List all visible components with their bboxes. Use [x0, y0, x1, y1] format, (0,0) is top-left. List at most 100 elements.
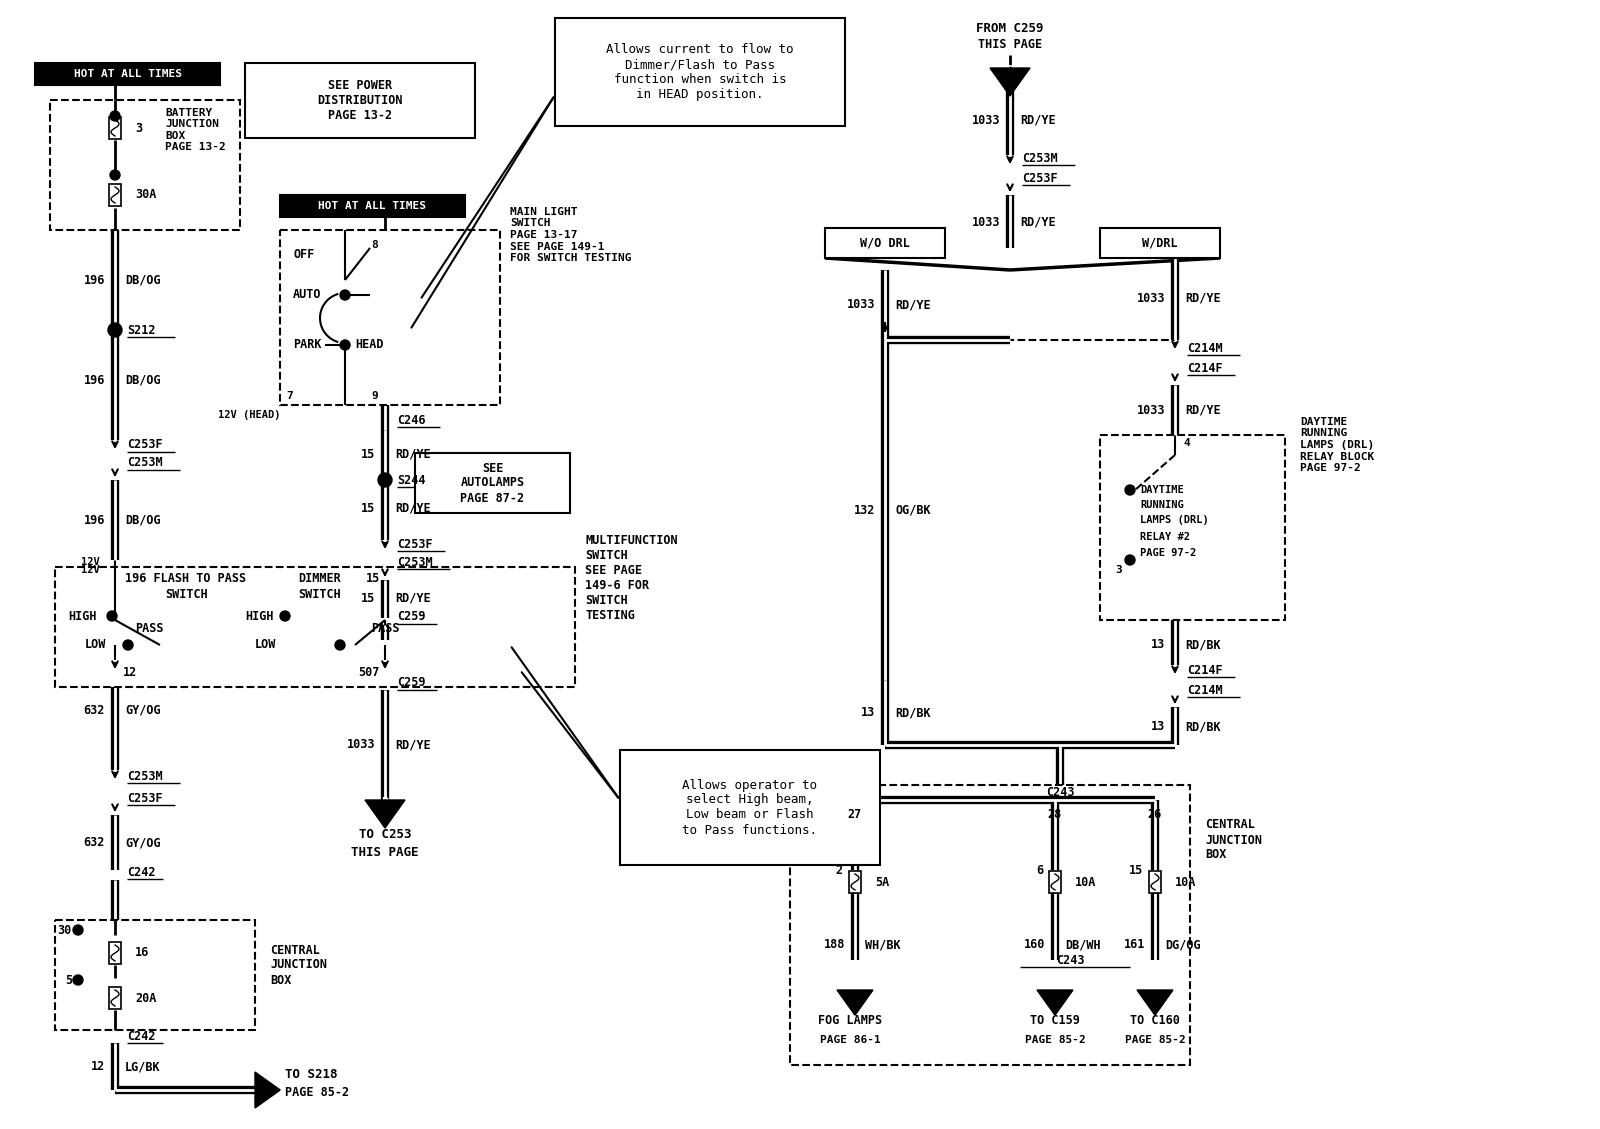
Text: 15: 15 — [360, 501, 374, 515]
Text: 30A: 30A — [134, 189, 157, 201]
Text: S212: S212 — [126, 324, 155, 336]
Text: C243: C243 — [1046, 787, 1074, 799]
Text: HIGH: HIGH — [67, 610, 96, 622]
FancyBboxPatch shape — [555, 18, 845, 126]
FancyBboxPatch shape — [1101, 228, 1221, 259]
Text: 27: 27 — [848, 808, 862, 822]
Text: 15: 15 — [366, 571, 381, 585]
Text: RD/BK: RD/BK — [894, 707, 931, 719]
Text: PASS: PASS — [134, 621, 163, 634]
Text: D: D — [1006, 63, 1014, 77]
Text: THIS PAGE: THIS PAGE — [978, 38, 1042, 52]
Text: C246: C246 — [397, 413, 426, 427]
FancyBboxPatch shape — [826, 228, 946, 259]
Text: SWITCH: SWITCH — [165, 588, 208, 602]
Text: 10A: 10A — [1075, 875, 1096, 889]
Text: DB/OG: DB/OG — [125, 374, 160, 386]
Text: C242: C242 — [126, 1030, 155, 1042]
Text: 15: 15 — [360, 592, 374, 604]
Text: RD/BK: RD/BK — [1186, 639, 1221, 651]
FancyBboxPatch shape — [414, 453, 570, 513]
Text: DG/OG: DG/OG — [1165, 938, 1200, 952]
Text: C214M: C214M — [1187, 683, 1222, 697]
Text: PAGE 85-2: PAGE 85-2 — [1024, 1035, 1085, 1045]
Text: RD/YE: RD/YE — [1186, 291, 1221, 305]
Text: 12: 12 — [91, 1060, 106, 1074]
Text: 196: 196 — [83, 514, 106, 526]
Text: 132: 132 — [854, 504, 875, 516]
Text: DIMMER: DIMMER — [299, 571, 341, 585]
Text: 12V (HEAD): 12V (HEAD) — [218, 410, 280, 420]
Text: PAGE 86-1: PAGE 86-1 — [819, 1035, 880, 1045]
Text: 507: 507 — [358, 666, 381, 680]
Text: C214M: C214M — [1187, 341, 1222, 355]
Text: 15: 15 — [360, 447, 374, 461]
Text: C253M: C253M — [397, 555, 432, 569]
Text: 1033: 1033 — [971, 114, 1000, 126]
Text: 28: 28 — [1048, 808, 1062, 822]
Text: MULTIFUNCTION
SWITCH
SEE PAGE
149-6 FOR
SWITCH
TESTING: MULTIFUNCTION SWITCH SEE PAGE 149-6 FOR … — [586, 534, 678, 622]
FancyBboxPatch shape — [109, 987, 122, 1009]
Text: LG/BK: LG/BK — [125, 1060, 160, 1074]
Circle shape — [334, 640, 346, 650]
Text: OG/BK: OG/BK — [894, 504, 931, 516]
Text: SEE POWER
DISTRIBUTION
PAGE 13-2: SEE POWER DISTRIBUTION PAGE 13-2 — [317, 79, 403, 122]
Text: AUTO: AUTO — [293, 289, 322, 301]
Text: 160: 160 — [1024, 938, 1045, 952]
FancyBboxPatch shape — [621, 750, 880, 865]
Text: 188: 188 — [824, 938, 845, 952]
Text: 9: 9 — [371, 391, 378, 401]
Polygon shape — [254, 1073, 280, 1108]
Circle shape — [109, 323, 122, 336]
FancyBboxPatch shape — [1149, 870, 1162, 893]
Text: C214F: C214F — [1187, 664, 1222, 676]
Text: 12V: 12V — [82, 564, 99, 575]
Text: A: A — [261, 1084, 267, 1096]
Text: W/DRL: W/DRL — [1142, 236, 1178, 250]
Polygon shape — [1037, 990, 1074, 1015]
Text: GY/OG: GY/OG — [125, 703, 160, 717]
Text: OFF: OFF — [293, 248, 314, 262]
Text: C253M: C253M — [1022, 151, 1058, 165]
Text: 10A: 10A — [1174, 875, 1197, 889]
Text: RD/YE: RD/YE — [1021, 216, 1056, 228]
Text: C243: C243 — [1056, 954, 1085, 966]
Text: 13: 13 — [1150, 720, 1165, 734]
Text: RD/BK: RD/BK — [1186, 720, 1221, 734]
Text: CENTRAL
JUNCTION
BOX: CENTRAL JUNCTION BOX — [1205, 819, 1262, 861]
Text: LOW: LOW — [254, 639, 277, 651]
Text: C214F: C214F — [1187, 361, 1222, 375]
Text: HOT AT ALL TIMES: HOT AT ALL TIMES — [318, 201, 427, 211]
Text: W/O DRL: W/O DRL — [861, 236, 910, 250]
FancyBboxPatch shape — [850, 870, 861, 893]
Polygon shape — [365, 800, 405, 828]
Text: TO C160: TO C160 — [1130, 1014, 1179, 1026]
Text: 8: 8 — [371, 240, 378, 250]
FancyBboxPatch shape — [109, 117, 122, 139]
Text: 13: 13 — [861, 707, 875, 719]
Text: 196 FLASH TO PASS: 196 FLASH TO PASS — [125, 571, 246, 585]
Polygon shape — [837, 990, 874, 1015]
Text: MAIN LIGHT
SWITCH
PAGE 13-17
SEE PAGE 149-1
FOR SWITCH TESTING: MAIN LIGHT SWITCH PAGE 13-17 SEE PAGE 14… — [510, 207, 632, 263]
Text: PASS: PASS — [371, 621, 400, 634]
Text: HOT AT ALL TIMES: HOT AT ALL TIMES — [74, 69, 181, 79]
Text: DB/OG: DB/OG — [125, 514, 160, 526]
Text: PARK: PARK — [293, 339, 322, 351]
Text: DB/WH: DB/WH — [1066, 938, 1101, 952]
Text: PAGE 85-2: PAGE 85-2 — [1125, 1035, 1186, 1045]
Text: C253F: C253F — [1022, 172, 1058, 184]
Text: RD/YE: RD/YE — [395, 501, 430, 515]
Circle shape — [110, 170, 120, 180]
Text: 4: 4 — [1184, 438, 1190, 448]
Text: CENTRAL
JUNCTION
BOX: CENTRAL JUNCTION BOX — [270, 944, 326, 987]
FancyBboxPatch shape — [280, 195, 466, 217]
Text: C: C — [1152, 987, 1158, 999]
Text: 161: 161 — [1123, 938, 1146, 952]
Text: 196: 196 — [83, 374, 106, 386]
Text: TO S218: TO S218 — [285, 1068, 338, 1082]
Text: 5: 5 — [66, 973, 72, 987]
Text: THIS PAGE: THIS PAGE — [352, 847, 419, 859]
Text: RELAY #2: RELAY #2 — [1139, 532, 1190, 542]
Text: 16: 16 — [134, 946, 149, 960]
Text: PAGE 85-2: PAGE 85-2 — [285, 1086, 349, 1100]
